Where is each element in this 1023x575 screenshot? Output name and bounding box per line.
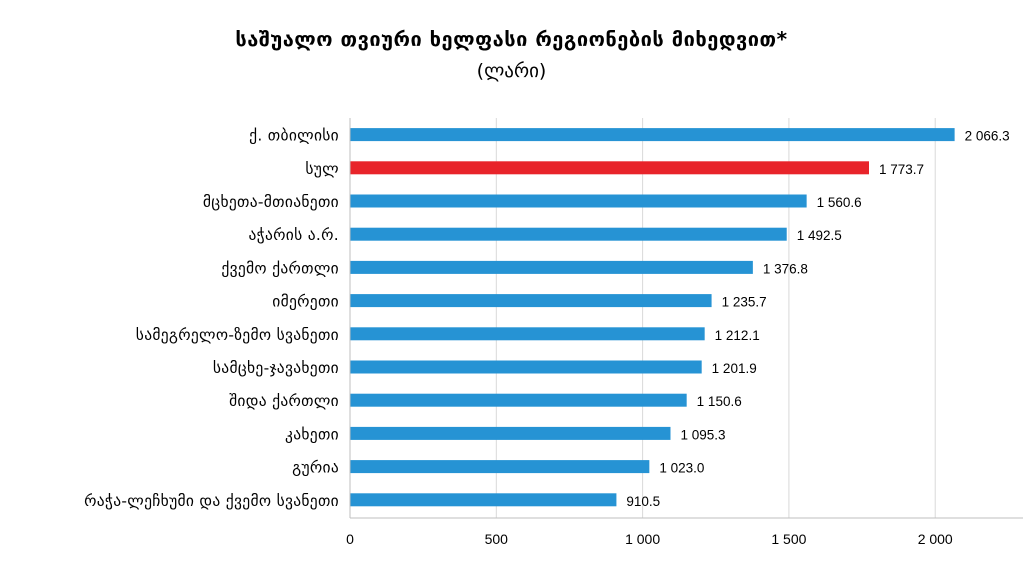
bar xyxy=(350,327,705,341)
bar xyxy=(350,161,870,175)
category-label: აჭარის ა.რ. xyxy=(248,226,339,244)
bar xyxy=(350,227,787,241)
category-label: შიდა ქართლი xyxy=(229,392,339,410)
data-label: 1 023.0 xyxy=(659,461,704,476)
data-label: 2 066.3 xyxy=(965,129,1010,144)
bar xyxy=(350,426,671,440)
bar xyxy=(350,194,807,208)
x-tick-label: 1 000 xyxy=(625,531,660,547)
category-label: კახეთი xyxy=(285,425,339,443)
data-label: 1 560.6 xyxy=(817,195,862,210)
data-label: 1 201.9 xyxy=(712,361,757,376)
bar xyxy=(350,294,712,308)
bars xyxy=(350,128,955,507)
grid-lines xyxy=(495,118,936,518)
data-label: 1 150.6 xyxy=(697,394,742,409)
category-label: ქ. თბილისი xyxy=(249,127,339,145)
data-label: 1 235.7 xyxy=(722,295,767,310)
x-tick-label: 500 xyxy=(485,531,509,547)
bar xyxy=(350,493,617,507)
bar xyxy=(350,393,687,407)
data-label: 910.5 xyxy=(626,494,660,509)
x-tick-label: 0 xyxy=(346,531,354,547)
data-label: 1 095.3 xyxy=(680,427,725,442)
bar xyxy=(350,260,753,274)
bar xyxy=(350,460,650,474)
data-label: 1 212.1 xyxy=(715,328,760,343)
category-label: სამცხე-ჯავახეთი xyxy=(213,359,339,377)
category-label: გურია xyxy=(292,459,339,477)
labels: ქ. თბილისი 2 066.3 სულ 1 773.7 მცხეთა-მთიანე… xyxy=(84,127,1010,510)
category-label: რაჭა-ლეჩხუმი და ქვემო სვანეთი xyxy=(84,492,339,510)
category-label: სულ xyxy=(305,160,339,178)
chart-title: საშუალო თვიური ხელფასი რეგიონების მიხედვ… xyxy=(235,27,788,51)
x-axis: 0 500 1 000 1 500 2 000 xyxy=(346,118,1023,547)
category-label: ქვემო ქართლი xyxy=(221,259,339,277)
category-label: სამეგრელო-ზემო სვანეთი xyxy=(136,326,339,344)
category-label: მცხეთა-მთიანეთი xyxy=(203,193,339,211)
bar xyxy=(350,360,702,374)
chart-subtitle: (ლარი) xyxy=(476,60,547,82)
data-label: 1 492.5 xyxy=(797,228,842,243)
data-label: 1 773.7 xyxy=(879,162,924,177)
category-label: იმერეთი xyxy=(272,293,339,311)
bar xyxy=(350,128,955,142)
x-tick-label: 2 000 xyxy=(918,531,953,547)
x-tick-label: 1 500 xyxy=(771,531,806,547)
data-label: 1 376.8 xyxy=(763,261,808,276)
